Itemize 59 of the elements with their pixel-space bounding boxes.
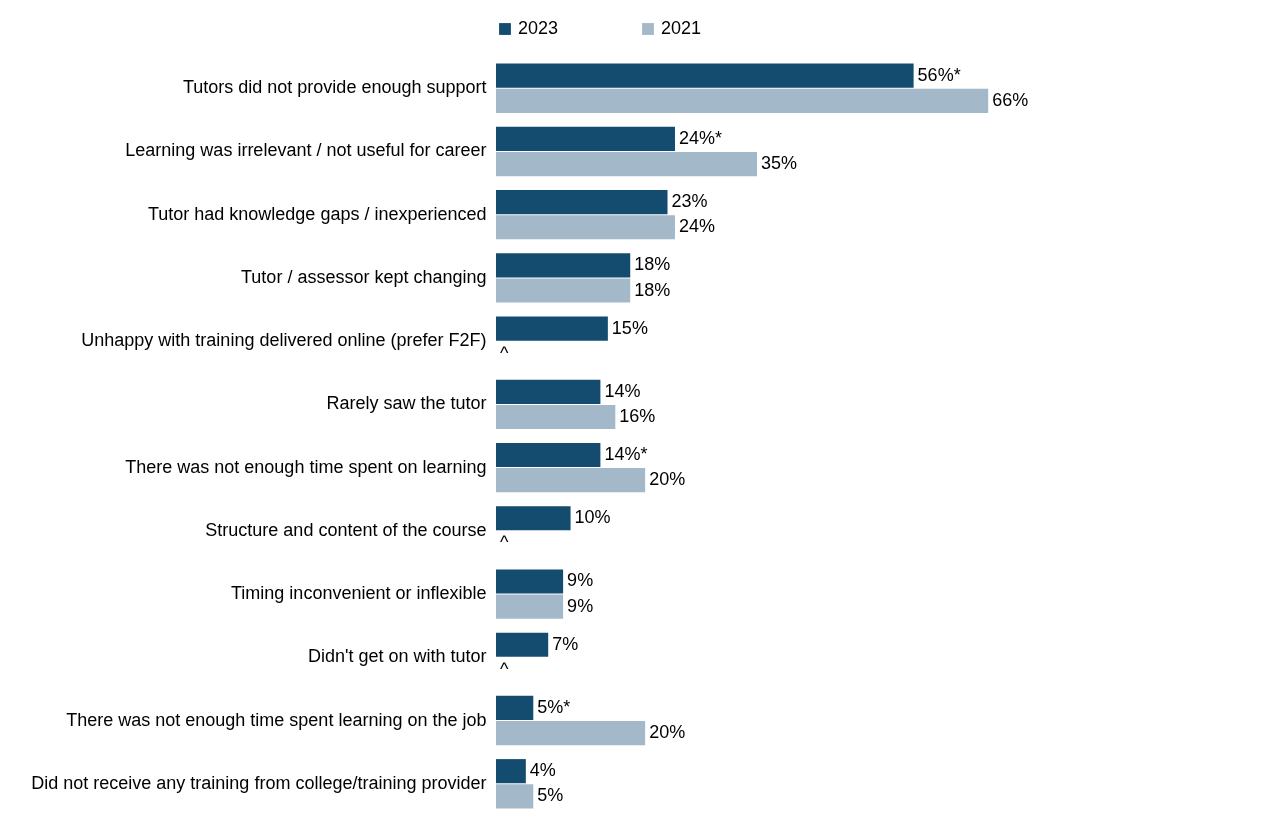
bar (496, 721, 646, 746)
data-label: 5% (537, 785, 564, 806)
bar (496, 190, 668, 215)
legend-label: 2023 (518, 18, 559, 38)
bar (496, 632, 549, 657)
bar (496, 63, 914, 88)
y-tick-label: Tutor had knowledge gaps / inexperienced (147, 203, 487, 224)
y-tick-label: Structure and content of the course (205, 519, 487, 540)
bar (496, 506, 571, 531)
bar (496, 468, 646, 493)
bar (496, 442, 601, 468)
data-label: 18% (634, 279, 671, 300)
data-label: 20% (649, 722, 686, 743)
y-tick-label: There was not enough time spent learning on the job (66, 709, 487, 730)
y-tick-label: Learning was irrelevant / not useful for career (125, 140, 487, 161)
y-tick-label: Tutors did not provide enough support (182, 77, 487, 98)
bar (496, 784, 534, 809)
data-label: 23% (671, 191, 708, 212)
bar (496, 151, 758, 177)
bar (496, 569, 564, 594)
data-label: 20% (649, 469, 686, 490)
bar (496, 253, 631, 278)
data-label: 7% (552, 633, 579, 654)
bar (496, 278, 631, 303)
bar (496, 215, 675, 240)
y-tick-label: Timing inconvenient or inflexible (231, 583, 487, 604)
data-label: 14% (604, 380, 641, 401)
bar (496, 594, 564, 619)
data-label: 18% (634, 254, 671, 275)
data-label: 66% (992, 89, 1029, 110)
data-label: 14%* (604, 444, 648, 465)
data-label: 24% (678, 216, 716, 237)
text: ^ (500, 342, 509, 363)
y-tick-label: Unhappy with training delivered online (prefer F2F) (81, 330, 487, 351)
bar (496, 695, 534, 721)
data-label: 4% (529, 760, 556, 781)
bar (496, 759, 526, 784)
data-label: 9% (567, 595, 594, 616)
data-label: 56%* (917, 64, 961, 85)
bar (496, 379, 601, 404)
bar (496, 126, 675, 151)
y-tick-label: Did not receive any training from college/training provider (31, 772, 487, 793)
y-tick-label: There was not enough time spent on learning (125, 456, 487, 477)
y-tick-label: Tutor / assessor kept changing (241, 266, 487, 287)
y-tick-label: Didn't get on with tutor (307, 646, 487, 667)
data-label: 5%* (537, 696, 571, 717)
legend-label: 2021 (661, 18, 702, 38)
data-label: 15% (611, 317, 648, 338)
bar (496, 404, 616, 430)
data-label: 24%* (678, 127, 723, 148)
data-label: 35% (761, 153, 798, 174)
data-label: 9% (567, 570, 594, 591)
bar (496, 316, 608, 341)
y-tick-label: Rarely saw the tutor (326, 393, 487, 414)
text: ^ (500, 658, 509, 679)
text: ^ (500, 532, 509, 553)
bar (496, 88, 989, 113)
data-label: 10% (574, 507, 611, 528)
data-label: 16% (619, 405, 656, 426)
